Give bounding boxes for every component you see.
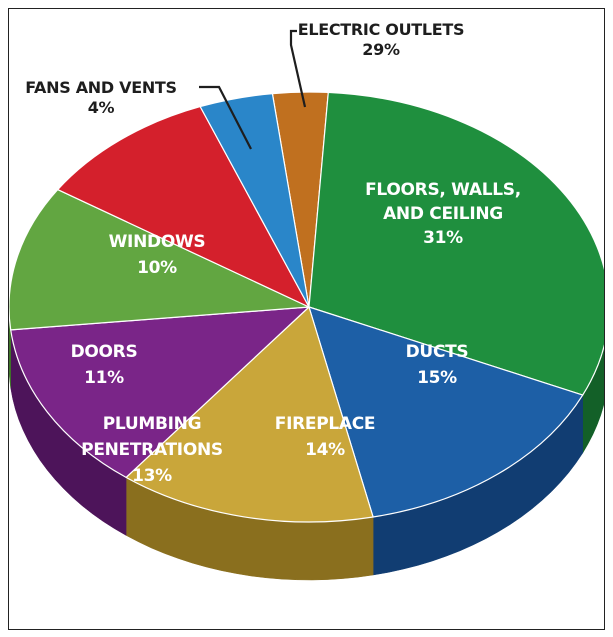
leader-line-fans-and-vents — [199, 85, 252, 150]
pie-slice-plumbing-penetrations — [10, 306, 310, 478]
pie-slice-windows — [57, 106, 310, 308]
slice-label-floors-walls-ceiling: FLOORS, WALLS, AND CEILING 31% — [365, 180, 521, 248]
slice-labels: ELECTRIC OUTLETS 29% FLOORS, WALLS, AND CEI… — [25, 20, 521, 486]
slice-label-ducts: DUCTS 15% — [406, 342, 469, 388]
chart-frame: ELECTRIC OUTLETS 29% FLOORS, WALLS, AND CEI… — [8, 8, 605, 630]
pie-slice-fireplace — [125, 306, 374, 523]
leader-lines — [199, 29, 307, 150]
slice-label-electric-outlets: ELECTRIC OUTLETS 29% — [298, 20, 465, 59]
pie-slice-doors — [9, 189, 310, 331]
slice-label-windows: WINDOWS 10% — [109, 232, 206, 278]
pie-slices — [9, 91, 604, 523]
pie-slice-fans-and-vents — [199, 93, 310, 308]
slice-label-doors: DOORS 11% — [71, 342, 138, 388]
slice-label-plumbing-penetrations: PLUMBING PENETRATIONS 13% — [81, 414, 223, 486]
pie-chart: ELECTRIC OUTLETS 29% FLOORS, WALLS, AND CEI… — [9, 20, 604, 581]
leader-line-electric-outlets — [289, 29, 307, 108]
slice-label-fans-and-vents: FANS AND VENTS 4% — [25, 78, 177, 117]
slice-label-fireplace: FIREPLACE 14% — [275, 414, 375, 460]
pie-slice-ducts — [308, 306, 584, 518]
pie-slice-floors-walls-ceiling — [308, 91, 604, 396]
